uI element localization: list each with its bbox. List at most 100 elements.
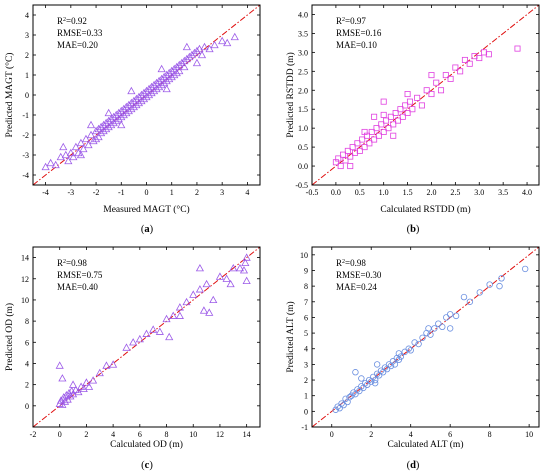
plot-frame	[32, 246, 261, 428]
data-point	[498, 275, 505, 282]
data-point	[132, 100, 141, 109]
data-point	[134, 98, 144, 107]
data-point	[89, 376, 98, 384]
data-point	[241, 258, 250, 267]
data-point	[387, 113, 394, 120]
y-tick-label: 3	[304, 360, 308, 369]
data-point	[340, 401, 347, 409]
data-point	[425, 325, 432, 332]
x-tick-label: 3.0	[474, 188, 484, 197]
stat-line: R2=0.98	[336, 258, 366, 268]
data-point	[433, 79, 440, 86]
x-tick-label: 2.5	[450, 188, 460, 197]
data-point	[404, 110, 411, 117]
data-point	[82, 378, 91, 386]
data-point	[460, 293, 468, 301]
data-point	[383, 117, 390, 124]
data-point	[199, 306, 208, 314]
stat-line: RMSE=0.30	[336, 270, 382, 280]
data-point	[486, 281, 493, 288]
x-tick-label: 14	[243, 430, 251, 439]
data-point	[242, 253, 251, 261]
data-point	[419, 334, 426, 341]
data-point	[68, 389, 78, 398]
data-point	[165, 332, 174, 341]
data-point	[481, 49, 488, 56]
data-point	[435, 320, 442, 327]
x-tick-label: 4	[245, 188, 249, 197]
one-to-one-line	[32, 4, 261, 186]
x-tick-label: 1	[170, 188, 174, 197]
data-point	[56, 152, 65, 161]
data-point	[427, 331, 434, 338]
y-tick-label: -3	[22, 151, 29, 160]
data-point	[165, 74, 174, 83]
data-point	[102, 361, 111, 369]
data-point	[41, 162, 50, 171]
y-tick-label: 0	[25, 402, 29, 411]
data-point	[452, 312, 460, 320]
data-point	[64, 156, 73, 165]
x-axis-label: Calculated OD (m)	[110, 439, 183, 450]
y-tick-label: 3	[25, 31, 29, 40]
data-point	[89, 136, 98, 145]
data-point	[337, 163, 344, 170]
data-point	[496, 282, 503, 290]
one-to-one-line	[311, 4, 540, 186]
data-point	[139, 94, 149, 103]
data-point	[155, 82, 164, 91]
data-point	[112, 116, 121, 125]
x-axis-label: Calculated RSTDD (m)	[380, 204, 470, 215]
y-tick-label: 4	[25, 11, 29, 20]
data-point	[397, 106, 404, 113]
x-tick-label: 4	[409, 430, 413, 439]
data-point	[202, 279, 211, 288]
data-point	[170, 70, 179, 79]
data-point	[342, 395, 349, 403]
x-tick-label: 10	[525, 430, 533, 439]
y-tick-label: -4	[22, 171, 29, 180]
y-tick-label: 1	[25, 71, 29, 80]
x-tick-label: 1.0	[379, 188, 389, 197]
data-point	[373, 125, 380, 132]
data-point	[192, 46, 202, 55]
data-point	[354, 386, 361, 393]
y-tick-label: 0	[304, 407, 308, 416]
y-tick-label: -1	[301, 423, 308, 432]
x-tick-label: 0.0	[331, 188, 341, 197]
data-point	[175, 303, 184, 311]
x-axis-label: Calculated ALT (m)	[388, 439, 464, 450]
stat-line: R2=0.98	[57, 258, 87, 268]
data-point	[404, 91, 411, 98]
data-point	[402, 102, 409, 109]
data-point	[411, 339, 418, 346]
data-point	[142, 92, 151, 101]
data-point	[447, 75, 454, 82]
data-point	[200, 42, 209, 51]
data-point	[358, 375, 365, 382]
data-point	[175, 66, 184, 75]
data-point	[149, 325, 158, 333]
data-point	[86, 120, 96, 129]
x-tick-label: 3.5	[498, 188, 508, 197]
data-point	[338, 400, 345, 407]
one-to-one-line	[311, 246, 540, 428]
x-tick-label: 6	[138, 430, 142, 439]
data-point	[102, 124, 111, 133]
data-point	[142, 329, 151, 337]
data-point	[349, 144, 356, 151]
x-tick-label: 8	[488, 430, 492, 439]
data-point	[137, 96, 146, 105]
data-point	[399, 113, 406, 120]
stat-line: MAE=0.24	[336, 282, 377, 292]
data-point	[352, 369, 359, 376]
data-point	[109, 360, 118, 368]
data-point	[162, 76, 171, 85]
data-point	[452, 64, 459, 71]
data-point	[129, 102, 138, 111]
x-tick-label: 0	[330, 430, 334, 439]
data-point	[127, 104, 136, 113]
data-point	[68, 380, 78, 388]
y-tick-label: 2	[25, 51, 29, 60]
data-point	[122, 108, 131, 117]
